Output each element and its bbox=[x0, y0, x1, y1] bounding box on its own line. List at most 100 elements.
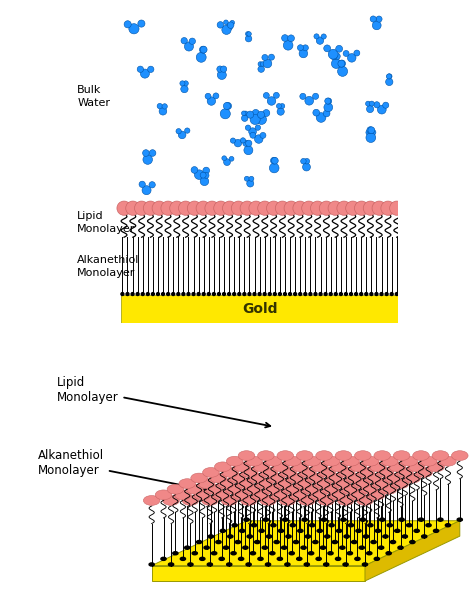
Circle shape bbox=[222, 468, 238, 477]
Circle shape bbox=[305, 535, 310, 538]
Circle shape bbox=[329, 292, 332, 295]
Circle shape bbox=[386, 74, 392, 79]
Circle shape bbox=[229, 473, 246, 483]
Circle shape bbox=[451, 451, 468, 460]
Circle shape bbox=[179, 479, 195, 488]
Circle shape bbox=[383, 535, 388, 538]
Circle shape bbox=[393, 451, 410, 460]
Circle shape bbox=[263, 110, 270, 116]
Circle shape bbox=[250, 132, 256, 138]
Circle shape bbox=[187, 201, 201, 216]
Circle shape bbox=[203, 172, 209, 178]
Circle shape bbox=[257, 451, 274, 460]
Circle shape bbox=[304, 292, 307, 295]
Circle shape bbox=[240, 496, 257, 505]
Circle shape bbox=[328, 201, 342, 216]
Circle shape bbox=[196, 52, 206, 62]
Circle shape bbox=[263, 292, 266, 295]
Circle shape bbox=[228, 292, 230, 295]
Circle shape bbox=[457, 518, 463, 521]
Circle shape bbox=[391, 541, 396, 544]
Circle shape bbox=[163, 496, 179, 505]
Circle shape bbox=[141, 292, 144, 295]
Circle shape bbox=[367, 552, 372, 555]
Circle shape bbox=[389, 462, 406, 472]
Circle shape bbox=[246, 35, 252, 42]
Circle shape bbox=[258, 62, 263, 66]
Circle shape bbox=[192, 552, 197, 555]
Circle shape bbox=[433, 529, 439, 532]
Circle shape bbox=[126, 201, 140, 216]
Circle shape bbox=[309, 552, 314, 555]
Circle shape bbox=[322, 484, 339, 494]
Circle shape bbox=[315, 479, 331, 488]
Circle shape bbox=[232, 524, 237, 527]
Circle shape bbox=[265, 563, 271, 566]
Circle shape bbox=[278, 529, 283, 532]
Circle shape bbox=[252, 110, 259, 116]
Circle shape bbox=[355, 557, 360, 560]
Circle shape bbox=[185, 546, 190, 549]
Circle shape bbox=[289, 292, 292, 295]
Circle shape bbox=[173, 552, 178, 555]
Circle shape bbox=[187, 292, 190, 295]
Circle shape bbox=[192, 292, 195, 295]
Circle shape bbox=[167, 484, 184, 494]
Circle shape bbox=[331, 462, 347, 472]
Circle shape bbox=[324, 292, 327, 295]
Circle shape bbox=[146, 292, 149, 295]
Circle shape bbox=[249, 473, 265, 483]
Circle shape bbox=[182, 292, 185, 295]
Circle shape bbox=[143, 150, 149, 157]
Circle shape bbox=[345, 292, 347, 295]
Circle shape bbox=[293, 541, 299, 544]
Circle shape bbox=[260, 132, 266, 138]
Circle shape bbox=[194, 490, 210, 500]
Circle shape bbox=[301, 158, 306, 164]
Circle shape bbox=[202, 292, 205, 295]
Circle shape bbox=[280, 104, 285, 108]
Circle shape bbox=[366, 105, 374, 113]
Circle shape bbox=[368, 127, 375, 133]
Circle shape bbox=[138, 20, 145, 27]
Circle shape bbox=[231, 201, 246, 216]
Circle shape bbox=[355, 451, 371, 460]
Circle shape bbox=[265, 456, 282, 466]
Circle shape bbox=[197, 292, 200, 295]
Circle shape bbox=[294, 292, 297, 295]
Circle shape bbox=[323, 110, 330, 117]
Circle shape bbox=[324, 45, 330, 52]
Circle shape bbox=[191, 167, 198, 174]
Circle shape bbox=[432, 451, 449, 460]
Circle shape bbox=[375, 292, 378, 295]
Circle shape bbox=[248, 292, 251, 295]
Circle shape bbox=[359, 546, 365, 549]
Circle shape bbox=[390, 201, 404, 216]
Circle shape bbox=[346, 201, 360, 216]
Circle shape bbox=[241, 115, 248, 121]
Circle shape bbox=[343, 51, 349, 57]
Circle shape bbox=[316, 113, 326, 122]
Circle shape bbox=[230, 138, 236, 143]
Circle shape bbox=[367, 133, 375, 141]
Circle shape bbox=[314, 34, 319, 39]
Circle shape bbox=[275, 201, 290, 216]
Text: Bulk
Water: Bulk Water bbox=[77, 85, 110, 108]
Circle shape bbox=[181, 38, 187, 44]
Circle shape bbox=[217, 21, 224, 28]
Circle shape bbox=[336, 45, 343, 52]
Circle shape bbox=[234, 462, 250, 472]
Circle shape bbox=[222, 156, 227, 161]
Circle shape bbox=[200, 557, 205, 560]
Circle shape bbox=[161, 201, 175, 216]
Circle shape bbox=[366, 133, 376, 143]
Circle shape bbox=[321, 518, 327, 521]
Circle shape bbox=[177, 292, 180, 295]
Circle shape bbox=[304, 563, 310, 566]
Circle shape bbox=[278, 292, 282, 295]
Circle shape bbox=[220, 66, 227, 72]
Circle shape bbox=[207, 292, 210, 295]
Polygon shape bbox=[365, 521, 460, 581]
Circle shape bbox=[174, 490, 191, 500]
Circle shape bbox=[258, 292, 261, 295]
